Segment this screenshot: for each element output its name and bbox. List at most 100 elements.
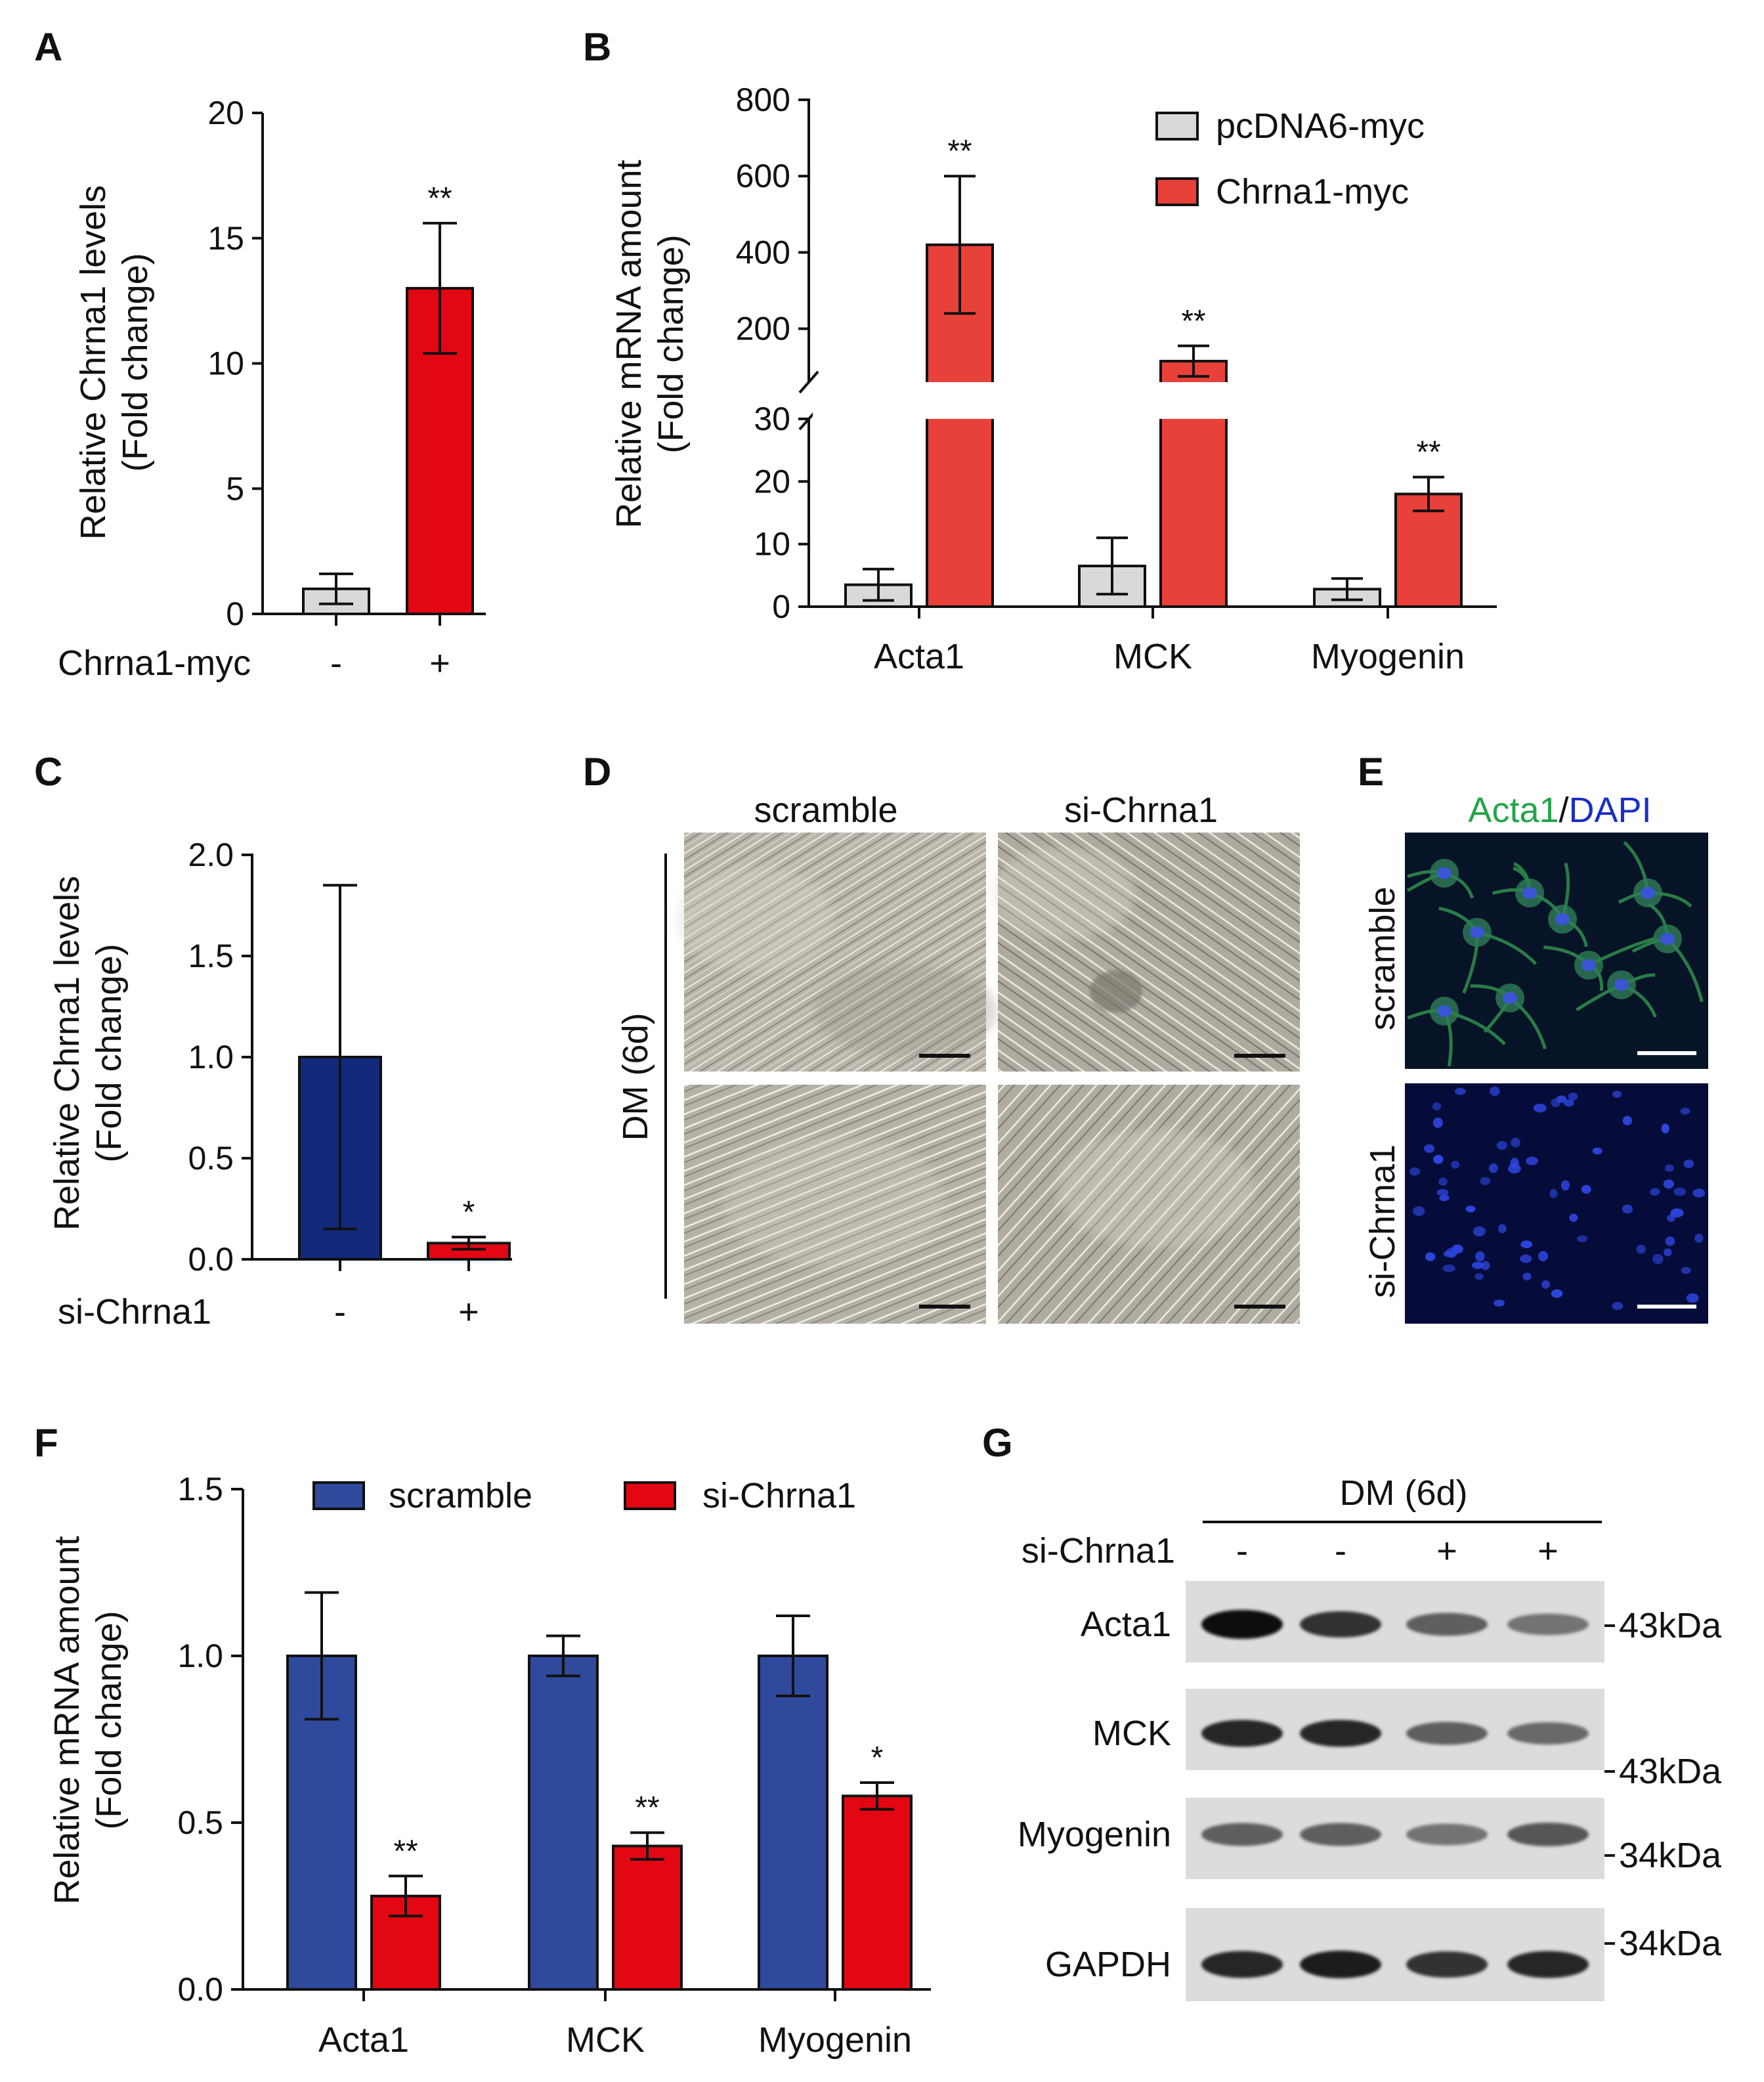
legend-swatch-si-chrna1 [624,1481,676,1510]
nucleus [1686,1293,1699,1303]
panel-a-ytick-label: 15 [207,220,244,257]
nucleus [1437,867,1452,879]
nucleus [1494,1299,1505,1307]
nucleus [1451,1160,1460,1169]
micrograph-scramble-2 [684,1085,986,1324]
nucleus [1446,1247,1457,1258]
blot-band [1201,1720,1283,1747]
panel-c-ylabel: Relative Chrna1 levels (Fold change) [47,876,129,1230]
nucleus [1563,1099,1574,1107]
panel-g-row-label: si-Chrna1 [1022,1531,1175,1571]
nucleus [1667,1214,1675,1222]
panel-a-ytick-label: 10 [207,345,244,382]
nucleus [1694,1234,1704,1243]
nucleus [1425,1252,1436,1261]
blot-band [1300,1951,1381,1978]
nucleus [1442,1264,1455,1272]
nucleus [1555,913,1570,925]
blot-strip-myogenin: Myogenin 34kDa [1018,1798,1722,1879]
panel-b-ytick-label: 600 [736,158,790,194]
panel-a-ytick-label: 0 [226,596,244,632]
panel-f-significance: ** [393,1834,418,1869]
nucleus [1650,1188,1660,1196]
panel-a-row-label: Chrna1-myc [58,643,251,683]
panel-c-ylabel-line2: (Fold change) [89,943,129,1162]
nucleus [1673,1187,1687,1196]
panel-letter-a: A [34,25,62,69]
blot-band [1201,1951,1283,1978]
panel-g-band-label: GAPDH [1045,1945,1171,1984]
nucleus [1490,1086,1500,1096]
panel-g-band-label: MCK [1092,1714,1171,1753]
panel-b-ytick-label: 30 [754,401,790,437]
nucleus [1549,1189,1558,1198]
panel-d-row-label: DM (6d) [616,1012,655,1140]
nucleus [1470,926,1484,938]
nucleus [1526,1156,1538,1165]
nucleus [1660,933,1675,945]
panel-f-bar [758,1655,828,1991]
nucleus [1533,1104,1547,1113]
panel-c-row-label: si-Chrna1 [58,1292,211,1332]
panel-letter-g: G [982,1421,1013,1465]
panel-c-category-label: + [458,1292,479,1332]
panel-g-lane-label: + [1538,1531,1559,1571]
panel-b-ylabel-line2: (Fold change) [651,234,691,453]
nucleus [1681,1267,1691,1274]
panel-f-category-label: Acta1 [318,2020,409,2060]
micrograph-scramble-1 [676,833,998,1072]
nucleus [1438,1177,1448,1186]
nucleus [1409,1167,1421,1176]
micrograph-si-chrna1-2 [998,1085,1300,1324]
panel-f-ylabel: Relative mRNA amount (Fold change) [47,1536,129,1904]
panel-a-ytick-label: 20 [207,95,244,131]
panel-b-significance: ** [1416,435,1440,470]
panel-b-significance: ** [947,134,972,169]
panel-f-category-label: MCK [566,2020,645,2060]
blot-strip-mck: MCK 43kDa [1092,1689,1722,1791]
panel-g: G DM (6d) si-Chrna1 - - + + Acta1 43kDa MCK 43… [982,1421,1722,2001]
fluorescence-si-chrna1 [1405,1083,1708,1324]
panel-b-axis-break-mark-1 [798,370,819,394]
panel-g-band-label: Acta1 [1081,1605,1171,1644]
panel-f-bar [528,1655,599,1991]
panel-a-ylabel: Relative Chrna1 levels (Fold change) [74,185,155,540]
nucleus [1472,1261,1484,1269]
nucleus [1664,1164,1674,1172]
nucleus [1581,959,1596,971]
panel-e-row-scramble: scramble [1363,886,1402,1030]
blot-band [1507,1951,1589,1978]
nucleus [1412,1206,1425,1217]
panel-b-ytick-label: 20 [754,463,790,500]
blot-band [1406,1951,1488,1978]
blot-band [1507,1613,1589,1636]
panel-b-ytick-label: 0 [772,588,790,625]
nucleus [1436,1189,1449,1196]
nucleus [1473,1226,1486,1237]
panel-letter-f: F [34,1421,58,1465]
panel-f-ytick-label: 1.0 [177,1637,223,1674]
nucleus [1612,1302,1624,1310]
nucleus [1439,1194,1450,1202]
panel-b-category-label: MCK [1113,637,1192,676]
panel-b-ylabel-line1: Relative mRNA amount [609,160,649,528]
panel-letter-b: B [583,25,611,69]
panel-f: F Relative mRNA amount (Fold change) 0.0… [34,1421,931,2060]
legend-label-pcdna6: pcDNA6-myc [1216,106,1425,146]
panel-letter-d: D [583,750,611,794]
nucleus [1577,1235,1587,1242]
nucleus [1507,1163,1521,1174]
panel-g-band-label: Myogenin [1018,1815,1171,1854]
fluorescence-scramble [1405,833,1708,1069]
panel-a-ytick-label: 5 [226,470,244,507]
blot-band [1507,1722,1589,1745]
legend-swatch-chrna1-myc [1155,177,1199,206]
panel-b-ytick-label: 800 [736,81,790,118]
nucleus [1592,1147,1603,1155]
nucleus [1522,887,1537,899]
nucleus [1503,992,1517,1004]
blot-strip-acta1: Acta1 43kDa [1081,1581,1722,1662]
panel-c-ytick-label: 0.0 [188,1241,234,1278]
nucleus [1663,1179,1674,1189]
panel-c-ylabel-line1: Relative Chrna1 levels [47,876,87,1230]
